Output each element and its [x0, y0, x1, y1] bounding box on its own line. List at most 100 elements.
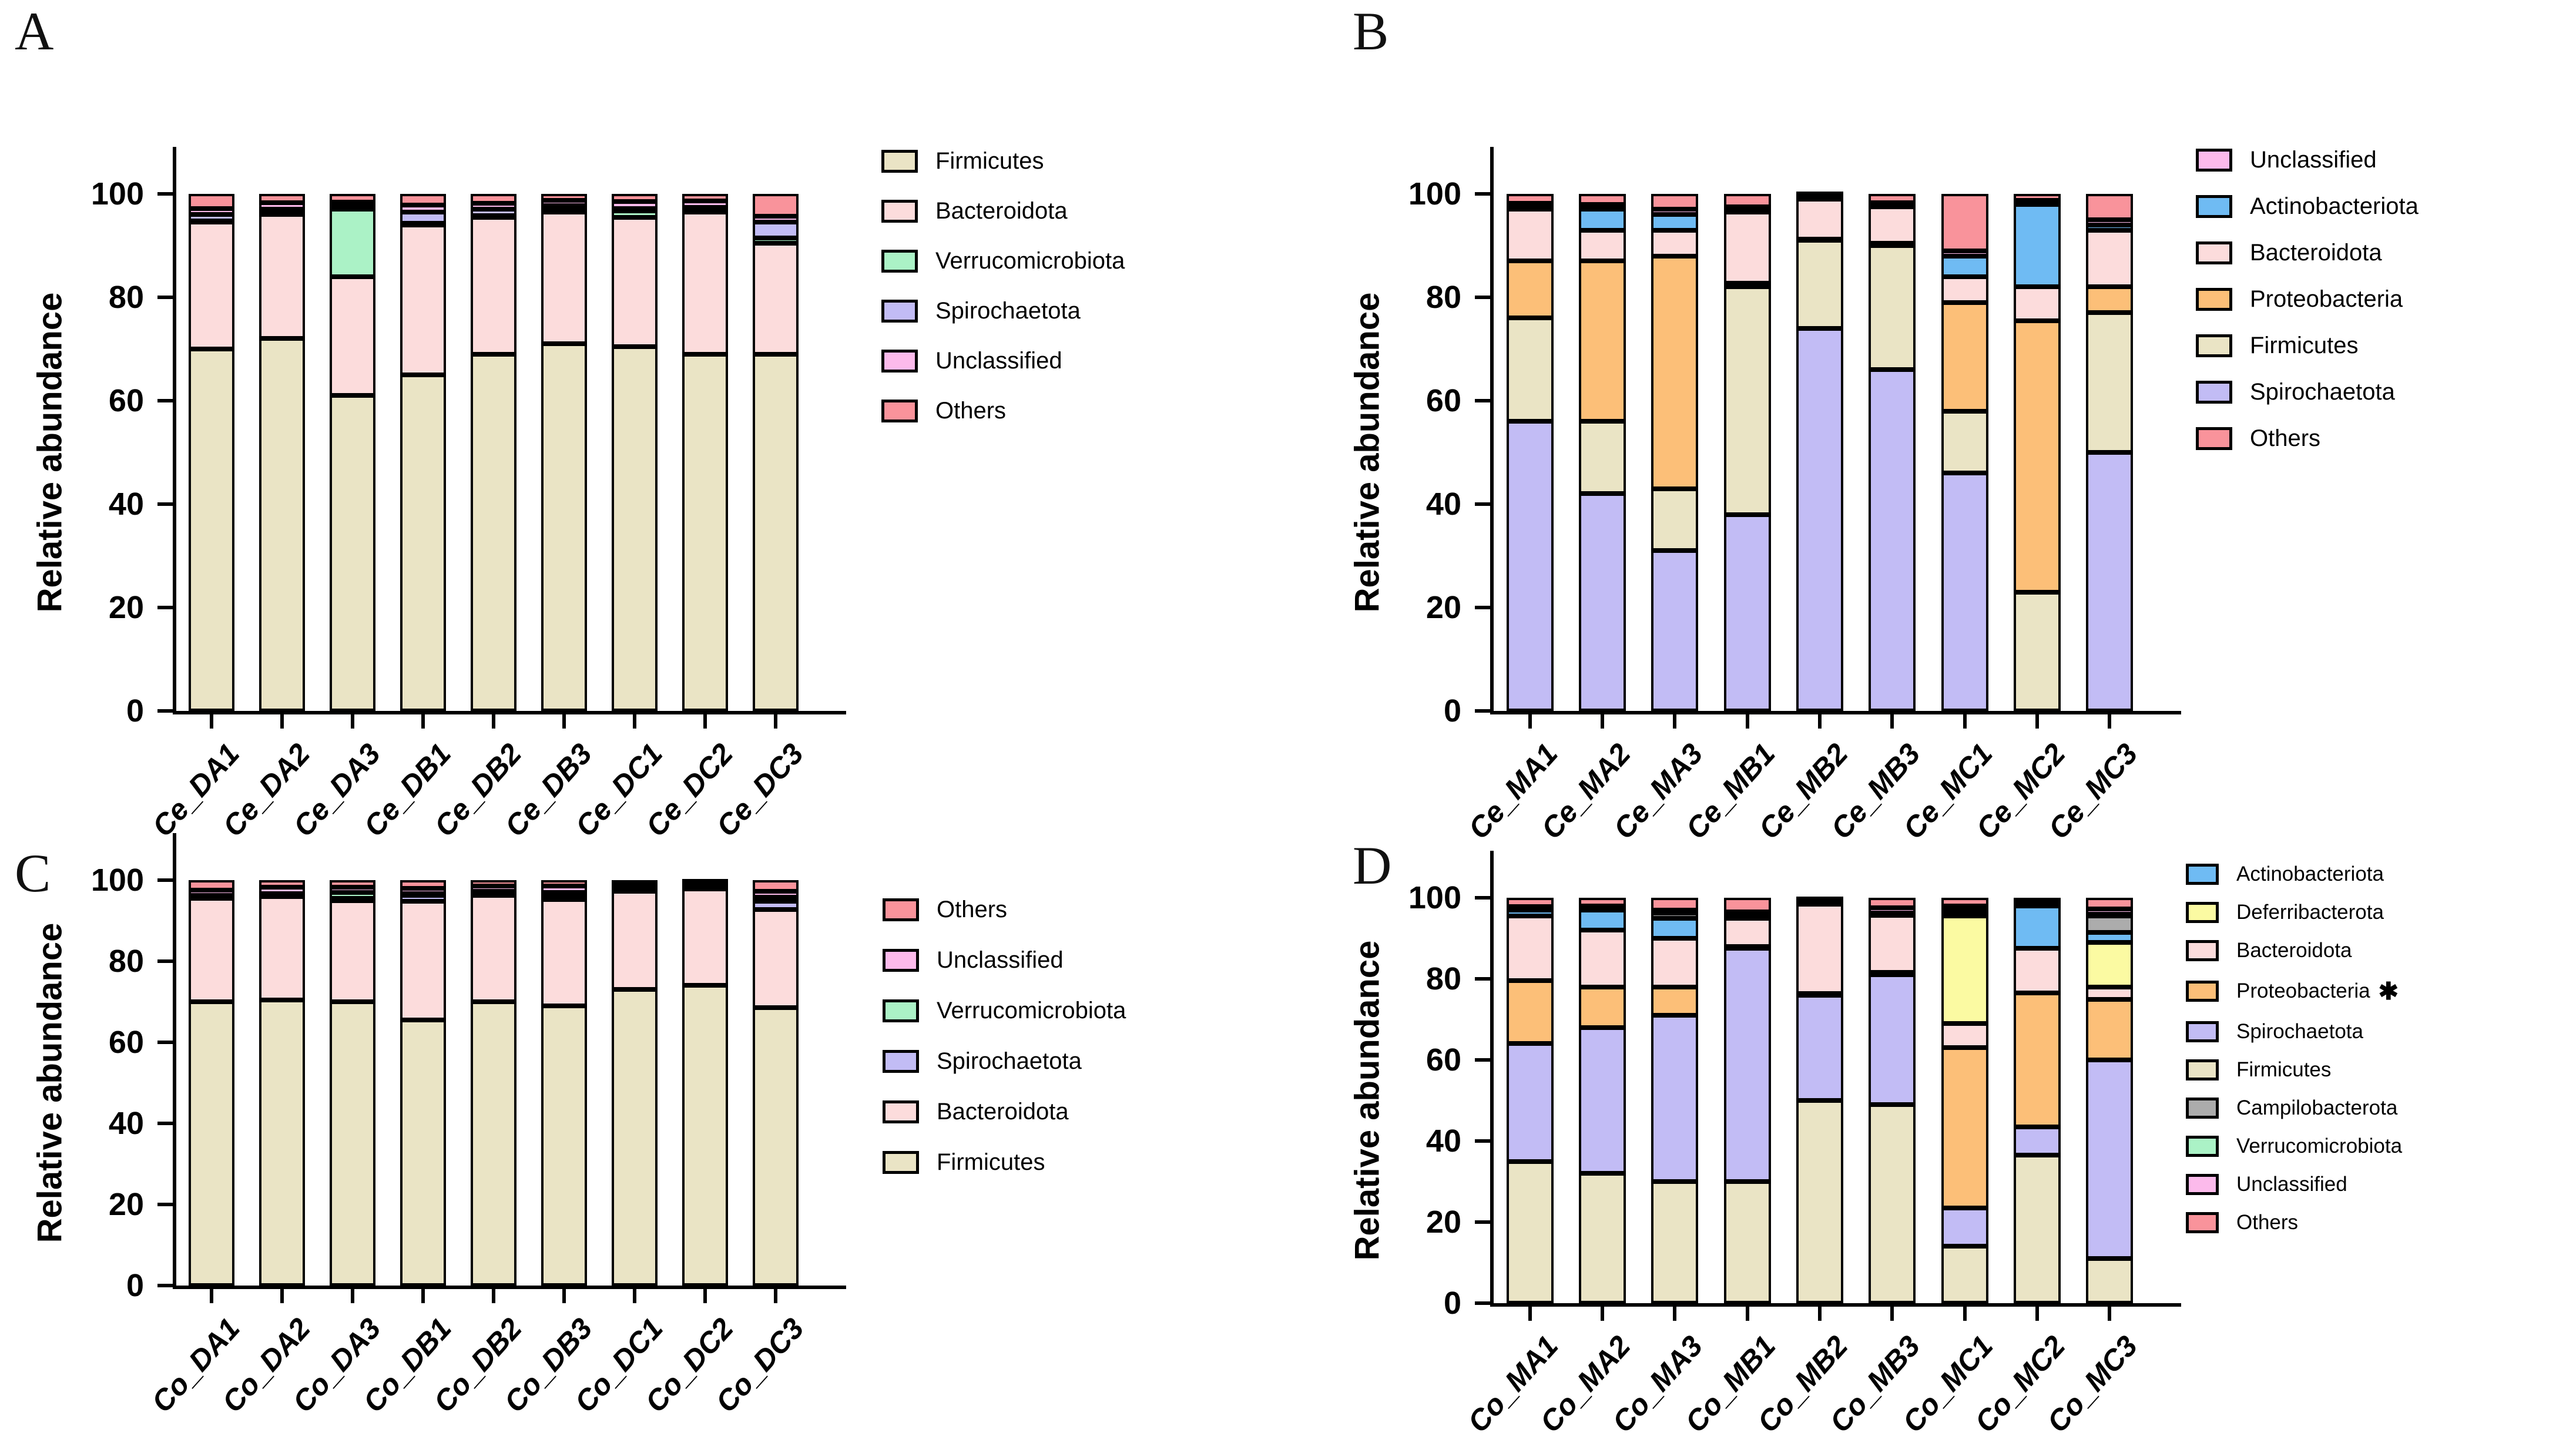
y-tick-label: 40: [1425, 486, 1461, 522]
bar-stack: [753, 880, 799, 1286]
bar-segment: [1651, 551, 1699, 711]
bar-segment: [612, 194, 658, 202]
legend-swatch: [2186, 1136, 2219, 1157]
bar-stack: [189, 880, 234, 1286]
y-axis-line: [1490, 147, 1494, 714]
bar-stack: [2014, 898, 2061, 1303]
x-axis-line: [173, 711, 846, 714]
bar-segment: [259, 202, 305, 209]
y-tick-label: 40: [108, 486, 144, 522]
y-axis-title: Relative abundance: [31, 292, 69, 613]
y-tick-mark: [157, 192, 173, 196]
bar-segment: [400, 212, 446, 224]
bar-stack: [1506, 898, 1554, 1303]
bar-segment: [1579, 986, 1626, 1028]
panel-A: A Relative abundance 0 20 40 60 80 100 Ce_DA1 C…: [0, 0, 1288, 843]
legend-item: Actinobacteriota: [2186, 863, 2402, 886]
bar-segment: [1941, 898, 1988, 906]
bar-segment: [259, 214, 305, 339]
legend-swatch: [881, 300, 918, 323]
bar-segment: [2014, 1155, 2061, 1303]
panel-B: B Relative abundance 0 20 40 60 80 100 Ce_MA1 C…: [1288, 0, 2576, 845]
x-tick-mark: [280, 1287, 284, 1303]
bar-segment: [1723, 948, 1771, 1182]
bar-segment: [1796, 199, 1843, 239]
plot-area: 0 20 40 60 80 100 Co_DA1 Co_DA2 Co_DA3 Co_DB1 Co_D…: [91, 833, 846, 1419]
bar-segment: [2086, 898, 2134, 909]
bar-segment: [400, 205, 446, 212]
bar-stack: [330, 194, 375, 711]
bar-stack: [471, 194, 516, 711]
x-tick-mark: [1963, 712, 1967, 729]
legend-label: Bacteroidota: [935, 198, 1068, 224]
legend-item: Firmicutes: [883, 1149, 1126, 1176]
legend-swatch: [883, 949, 919, 972]
bar-segment: [1506, 421, 1554, 711]
significance-asterisk: ✱: [2378, 978, 2399, 1005]
y-axis-line: [173, 147, 176, 714]
y-axis-line: [173, 833, 176, 1289]
bar-segment: [1579, 209, 1626, 230]
bar-stack: [189, 194, 234, 711]
bar-segment: [753, 909, 799, 1008]
legend-item: Spirochaetota: [883, 1048, 1126, 1075]
legend-item: Bacteroidota: [883, 1099, 1126, 1125]
legend-swatch: [2196, 241, 2232, 264]
y-tick-mark: [157, 1203, 173, 1206]
y-tick-mark: [157, 606, 173, 609]
x-tick-mark: [562, 712, 566, 729]
legend-label: Firmicutes: [935, 148, 1044, 174]
y-tick-label: 20: [1425, 1204, 1461, 1240]
bar-stack: [1651, 898, 1699, 1303]
bar-segment: [400, 1020, 446, 1286]
bar-stack: [541, 194, 587, 711]
bar-segment: [541, 212, 587, 344]
bar-segment: [1651, 488, 1699, 551]
x-tick-mark: [2108, 712, 2112, 729]
x-tick-mark: [1601, 1304, 1604, 1321]
legend-label: Spirochaetota: [935, 298, 1081, 324]
x-tick-mark: [1818, 712, 1822, 729]
bar-segment: [541, 205, 587, 210]
y-tick-label: 0: [1443, 1286, 1461, 1321]
bar-segment: [753, 896, 799, 901]
y-tick-label: 60: [108, 383, 144, 418]
y-tick-mark: [1475, 709, 1490, 713]
bar-segment: [2086, 313, 2134, 452]
bar-segment: [2086, 1060, 2134, 1259]
bar-segment: [259, 194, 305, 203]
bar-segment: [1651, 986, 1699, 1016]
bar-segment: [1506, 981, 1554, 1044]
bar-segment: [612, 346, 658, 711]
bar-segment: [400, 224, 446, 375]
bar-segment: [1651, 1182, 1699, 1303]
bar-segment: [330, 887, 375, 892]
y-axis-line: [1490, 851, 1494, 1307]
bar-segment: [2086, 908, 2134, 914]
bar-segment: [400, 194, 446, 206]
bar-segment: [2014, 948, 2061, 994]
legend: Unclassified Actinobacteriota Bacteroidota…: [2196, 147, 2419, 452]
y-tick-mark: [1475, 1058, 1490, 1062]
bar-segment: [189, 880, 234, 891]
legend-label: Spirochaetota: [2250, 379, 2395, 405]
bar-segment: [1941, 411, 1988, 474]
legend-swatch: [2186, 1212, 2219, 1233]
bar-segment: [1651, 898, 1699, 910]
legend-item: Bacteroidota: [881, 198, 1125, 224]
x-tick-mark: [633, 712, 636, 729]
bar-segment: [1869, 1104, 1916, 1303]
bar-segment: [1941, 473, 1988, 711]
legend-swatch: [883, 1050, 919, 1073]
bar-segment: [1506, 1161, 1554, 1303]
bar-segment: [2014, 1126, 2061, 1156]
y-tick-label: 80: [108, 280, 144, 315]
bar-segment: [400, 888, 446, 894]
legend-label: Unclassified: [935, 348, 1062, 374]
legend-swatch: [2186, 940, 2219, 961]
bar-segment: [1506, 318, 1554, 422]
y-tick-label: 100: [90, 863, 144, 898]
bar-segment: [2086, 230, 2134, 287]
bar-segment: [330, 194, 375, 203]
